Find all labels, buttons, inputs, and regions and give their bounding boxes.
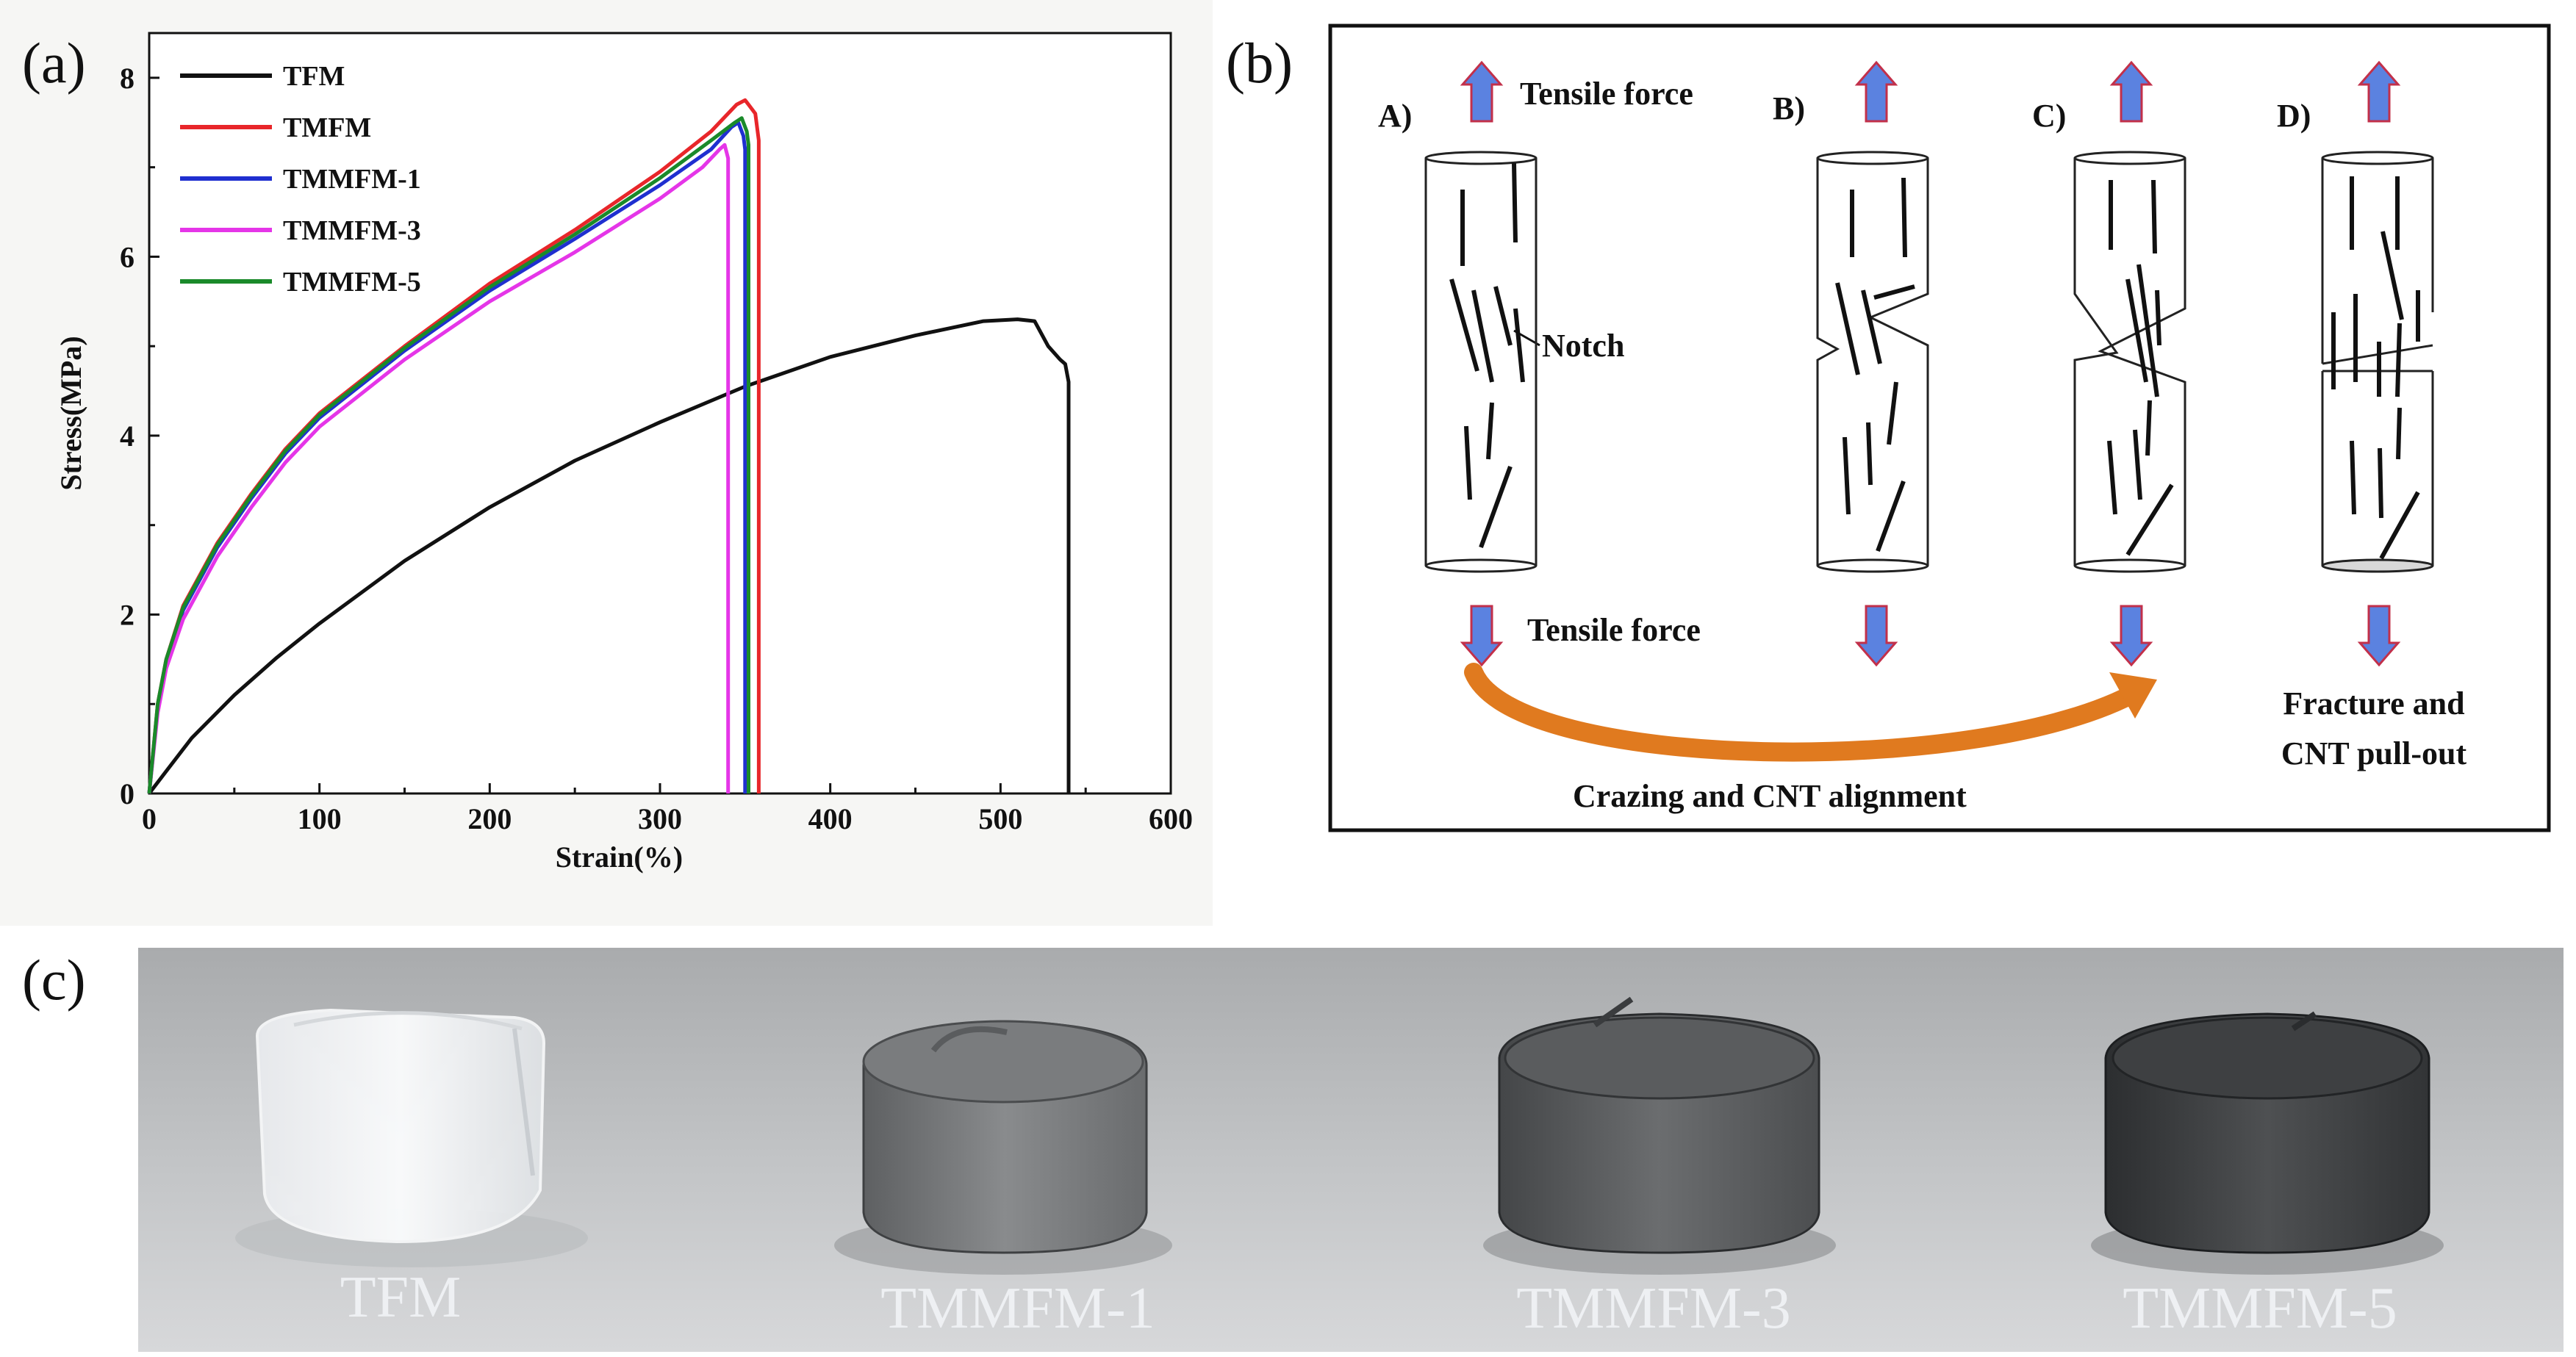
tensile-down-arrow-icon bbox=[1854, 605, 1898, 667]
x-axis-title: Strain(%) bbox=[556, 841, 683, 874]
mechanism-diagram: A) B) C) D) Tensile force Tensile force … bbox=[1378, 60, 2467, 814]
tensile-down-arrow-icon bbox=[1460, 605, 1504, 667]
fracture-label-line1: Fracture and bbox=[2283, 685, 2464, 721]
tmmfm-1-sample-roll bbox=[834, 1020, 1172, 1275]
x-tick-label: 300 bbox=[638, 802, 682, 835]
tensile-up-arrow-icon bbox=[1460, 60, 1504, 123]
stage-label-b: B) bbox=[1773, 90, 1805, 126]
tmmfm-5-sample-roll bbox=[2091, 1011, 2444, 1275]
legend-entry-tfm: TFM bbox=[283, 61, 345, 92]
series-line-tmmfm-3 bbox=[147, 143, 731, 794]
y-tick-label: 2 bbox=[120, 598, 134, 631]
tensile-down-arrows bbox=[1460, 605, 2401, 667]
x-tick-label: 400 bbox=[808, 802, 853, 835]
stage-label-c: C) bbox=[2032, 98, 2066, 134]
crazing-label: Crazing and CNT alignment bbox=[1573, 778, 1967, 814]
tensile-up-arrows bbox=[1460, 60, 2401, 123]
panel-a: (a) 0 100 200 300 400 500 600 0 2 4 6 8 TFM TMFM TMMF… bbox=[0, 0, 1213, 926]
axis-ticks: 0 100 200 300 400 500 600 0 2 4 6 8 bbox=[120, 62, 1193, 835]
tensile-down-arrow-icon bbox=[2357, 605, 2401, 667]
x-tick-label: 100 bbox=[298, 802, 342, 835]
legend-entry-tmmfm-1: TMMFM-1 bbox=[283, 164, 421, 195]
photo-label-tmmfm-3: TMMFM-3 bbox=[1516, 1276, 1790, 1341]
photo-label-tmmfm-5: TMMFM-5 bbox=[2123, 1276, 2397, 1341]
tensile-up-arrow-icon bbox=[2357, 60, 2401, 123]
legend-entry-tmmfm-5: TMMFM-5 bbox=[283, 267, 421, 298]
series-line-tmmfm-5 bbox=[147, 116, 750, 794]
tensile-force-bottom-label: Tensile force bbox=[1527, 612, 1701, 648]
legend-entry-tmfm: TMFM bbox=[283, 112, 371, 143]
panel-c-label: (c) bbox=[22, 948, 86, 1012]
y-axis-title: Stress(MPa) bbox=[54, 336, 87, 490]
x-tick-label: 0 bbox=[142, 802, 157, 835]
tensile-down-arrow-icon bbox=[2109, 605, 2153, 667]
stage-label-d: D) bbox=[2277, 98, 2311, 134]
photo-label-tmmfm-1: TMMFM-1 bbox=[880, 1276, 1155, 1341]
x-tick-label: 600 bbox=[1149, 802, 1193, 835]
panel-c: (c) TFM TM bbox=[22, 948, 2564, 1352]
x-tick-label: 200 bbox=[467, 802, 512, 835]
tmmfm-3-sample-roll bbox=[1483, 996, 1836, 1275]
tfm-sample-roll bbox=[235, 1008, 588, 1267]
legend-entry-tmmfm-3: TMMFM-3 bbox=[283, 215, 421, 246]
panel-b: (b) A) B) C) D) Tensile force Tensile fo… bbox=[1226, 24, 2551, 832]
x-tick-label: 500 bbox=[978, 802, 1022, 835]
panel-b-label: (b) bbox=[1226, 31, 1293, 95]
specimen-a bbox=[1424, 151, 1538, 573]
y-tick-label: 8 bbox=[120, 62, 134, 95]
y-tick-label: 6 bbox=[120, 240, 134, 273]
panel-a-label: (a) bbox=[22, 31, 86, 95]
stage-label-a: A) bbox=[1378, 98, 1412, 134]
tensile-up-arrow-icon bbox=[2109, 60, 2153, 123]
series-lines bbox=[147, 98, 1071, 795]
tensile-force-top-label: Tensile force bbox=[1520, 76, 1693, 112]
crazing-curve-arrow bbox=[1464, 663, 2157, 762]
photo-label-tfm: TFM bbox=[340, 1265, 462, 1330]
y-tick-label: 4 bbox=[120, 420, 134, 453]
specimen-b bbox=[1816, 151, 1929, 573]
specimen-c bbox=[2073, 151, 2186, 573]
legend: TFM TMFM TMMFM-1 TMMFM-3 TMMFM-5 bbox=[180, 61, 421, 298]
fracture-label-line2: CNT pull-out bbox=[2281, 735, 2467, 771]
tensile-up-arrow-icon bbox=[1854, 60, 1898, 123]
notch-label: Notch bbox=[1542, 328, 1624, 364]
plot-frame bbox=[148, 32, 1172, 795]
specimen-d bbox=[2321, 151, 2434, 573]
y-tick-label: 0 bbox=[120, 777, 134, 810]
